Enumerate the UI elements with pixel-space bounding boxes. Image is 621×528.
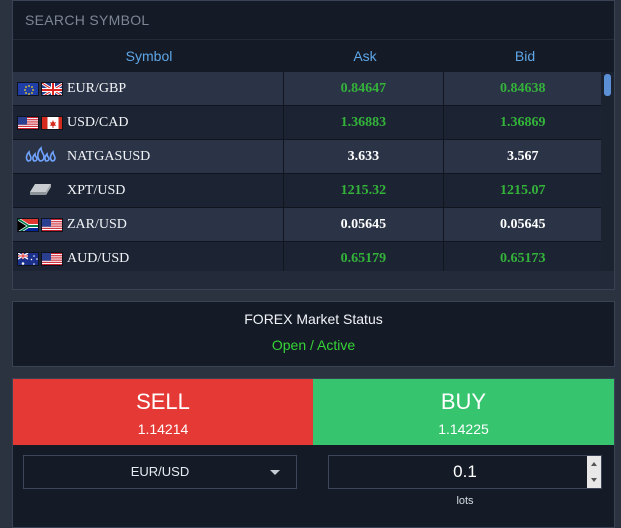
table-row[interactable]: EUR/GBP 0.84647 0.84638	[13, 72, 603, 106]
symbol-name: AUD/USD	[67, 250, 130, 266]
watchlist-panel: SEARCH SYMBOL Symbol Ask Bid EUR/GBP 0.8…	[12, 0, 615, 290]
table-row[interactable]: AUD/USD 0.65179 0.65173	[13, 242, 603, 276]
search-symbol-input[interactable]: SEARCH SYMBOL	[13, 1, 614, 40]
sell-label: SELL	[136, 389, 190, 414]
symbol-name: XPT/USD	[67, 182, 126, 198]
chevron-down-icon	[270, 470, 280, 475]
list-scrollbar[interactable]	[601, 72, 614, 272]
platinum-bar-icon	[27, 180, 53, 201]
bid-price[interactable]: 3.567	[444, 140, 603, 173]
us-flag-icon	[17, 115, 39, 130]
ask-price[interactable]: 0.65179	[284, 242, 444, 275]
symbol-name: EUR/GBP	[67, 80, 127, 96]
sell-price: 1.14214	[137, 421, 189, 437]
bid-price[interactable]: 0.84638	[444, 72, 603, 105]
lots-label: lots	[456, 495, 474, 507]
symbol-cell: XPT/USD	[13, 174, 285, 207]
ask-price[interactable]: 1.36883	[284, 106, 444, 139]
market-status-panel: FOREX Market Status Open / Active	[12, 301, 615, 367]
gas-flame-icon	[23, 145, 57, 168]
table-row[interactable]: USD/CAD 1.36883 1.36869	[13, 106, 603, 140]
symbol-cell: NATGASUSD	[13, 140, 285, 173]
bid-price[interactable]: 1.36869	[444, 106, 603, 139]
lots-stepper[interactable]	[587, 456, 601, 488]
increment-arrow-icon[interactable]	[591, 462, 597, 466]
buy-price: 1.14225	[438, 421, 489, 437]
ask-price[interactable]: 3.633	[284, 140, 444, 173]
bid-price[interactable]: 1215.07	[444, 174, 603, 207]
market-status-value: Open / Active	[271, 337, 356, 353]
symbol-list: EUR/GBP 0.84647 0.84638 USD/CAD 1.36883 …	[13, 72, 603, 276]
ask-price[interactable]: 0.05645	[284, 208, 444, 241]
au-flag-icon	[17, 251, 39, 266]
gb-flag-icon	[41, 81, 63, 96]
symbol-cell: ZAR/USD	[13, 208, 285, 241]
watchlist-footer	[13, 271, 614, 289]
symbol-select-value: EUR/USD	[130, 464, 190, 479]
buy-label: BUY	[440, 389, 487, 414]
trade-panel: SELL 1.14214 BUY 1.14225 EUR/USD 0.1 lot…	[12, 378, 615, 528]
symbol-cell: USD/CAD	[13, 106, 285, 139]
table-header: Symbol Ask Bid	[13, 40, 614, 72]
column-header-symbol[interactable]: Symbol	[125, 48, 173, 64]
table-row[interactable]: XPT/USD 1215.32 1215.07	[13, 174, 603, 208]
market-status-title: FOREX Market Status	[244, 311, 383, 327]
bid-price[interactable]: 0.05645	[444, 208, 603, 241]
decrement-arrow-icon[interactable]	[591, 478, 597, 482]
scrollbar-thumb[interactable]	[604, 74, 611, 96]
buy-button[interactable]: BUY 1.14225	[313, 379, 614, 445]
ca-flag-icon	[41, 115, 63, 130]
symbol-name: NATGASUSD	[67, 148, 151, 164]
symbol-name: USD/CAD	[67, 114, 129, 130]
us-flag-icon	[41, 217, 63, 232]
symbol-cell: AUD/USD	[13, 242, 285, 275]
table-row[interactable]: ZAR/USD 0.05645 0.05645	[13, 208, 603, 242]
symbol-name: ZAR/USD	[67, 216, 127, 232]
symbol-cell: EUR/GBP	[13, 72, 285, 105]
ask-price[interactable]: 1215.32	[284, 174, 444, 207]
us-flag-icon	[41, 251, 63, 266]
lots-input[interactable]: 0.1	[328, 455, 602, 489]
lots-value: 0.1	[453, 462, 477, 481]
ask-price[interactable]: 0.84647	[284, 72, 444, 105]
symbol-select[interactable]: EUR/USD	[23, 455, 297, 489]
eu-flag-icon	[17, 81, 39, 96]
sell-button[interactable]: SELL 1.14214	[13, 379, 313, 445]
za-flag-icon	[17, 217, 39, 232]
table-row[interactable]: NATGASUSD 3.633 3.567	[13, 140, 603, 174]
column-header-ask[interactable]: Ask	[353, 48, 377, 64]
column-header-bid[interactable]: Bid	[514, 48, 536, 64]
